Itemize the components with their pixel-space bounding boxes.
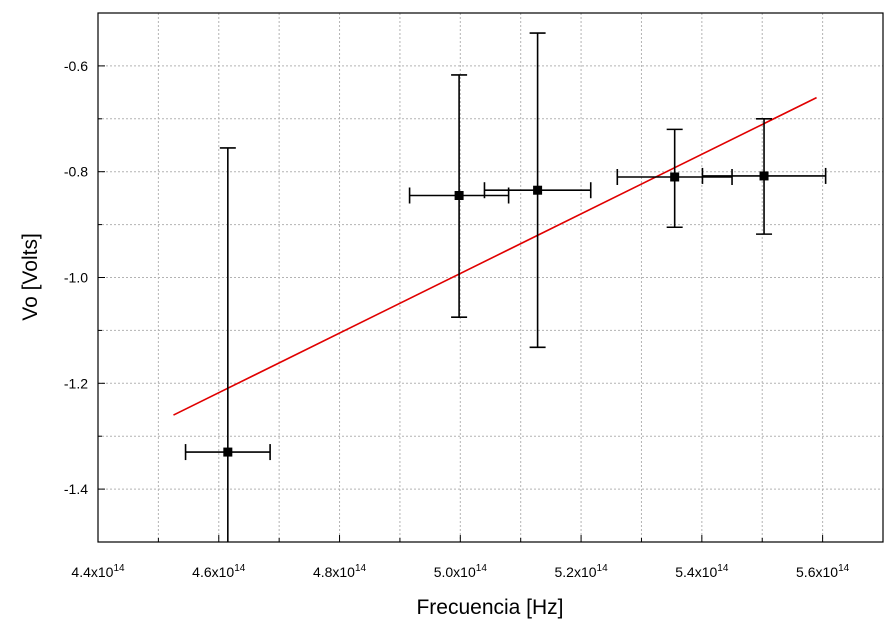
- data-point-group: [701, 118, 827, 235]
- data-point-marker: [759, 171, 769, 181]
- data-point-group: [616, 128, 733, 229]
- y-tick-label: -1.2: [64, 375, 88, 391]
- x-tick-mantissa: 4.6x10: [192, 564, 234, 580]
- x-tick-label: 5.6x1014: [796, 563, 850, 580]
- y-tick-label: -0.8: [64, 164, 88, 180]
- axis-ticks: 4.4x1014 4.6x1014 4.8x1014 5.0x1014 5.2x1014…: [64, 12, 884, 580]
- y-tick-label: -0.6: [64, 58, 88, 74]
- x-tick-label: 4.4x1014: [71, 563, 125, 580]
- data-point-marker: [670, 172, 680, 182]
- x-tick-mantissa: 5.6x10: [796, 564, 838, 580]
- y-axis-title: Vo [Volts]: [19, 233, 42, 321]
- x-tick-label: 5.0x1014: [434, 563, 488, 580]
- x-tick-label: 5.2x1014: [554, 563, 608, 580]
- x-tick-exponent: 14: [717, 563, 729, 574]
- fit-line-layer: [173, 96, 817, 416]
- x-tick-mantissa: 5.0x10: [434, 564, 476, 580]
- x-tick-label: 5.4x1014: [675, 563, 729, 580]
- y-tick-label: -1.4: [64, 481, 88, 497]
- y-tick-label: -1.0: [64, 270, 88, 286]
- x-tick-exponent: 14: [476, 563, 488, 574]
- x-tick-exponent: 14: [838, 563, 850, 574]
- x-axis-title: Frecuencia [Hz]: [416, 596, 563, 619]
- x-tick-mantissa: 4.4x10: [71, 564, 113, 580]
- data-point-marker: [533, 185, 543, 195]
- x-tick-mantissa: 5.2x10: [554, 564, 596, 580]
- data-points-layer: [184, 32, 827, 542]
- x-tick-label: 4.6x1014: [192, 563, 246, 580]
- x-tick-exponent: 14: [597, 563, 609, 574]
- x-tick-mantissa: 5.4x10: [675, 564, 717, 580]
- x-tick-exponent: 14: [234, 563, 246, 574]
- fit-line: [173, 96, 817, 416]
- x-tick-exponent: 14: [355, 563, 367, 574]
- data-point-group: [483, 32, 592, 349]
- x-tick-label: 4.8x1014: [313, 563, 367, 580]
- grid: [98, 13, 883, 542]
- data-point-group: [184, 147, 271, 542]
- data-point-group: [408, 74, 510, 318]
- x-tick-exponent: 14: [113, 563, 125, 574]
- data-point-marker: [223, 447, 233, 457]
- data-point-marker: [454, 191, 464, 201]
- x-tick-mantissa: 4.8x10: [313, 564, 355, 580]
